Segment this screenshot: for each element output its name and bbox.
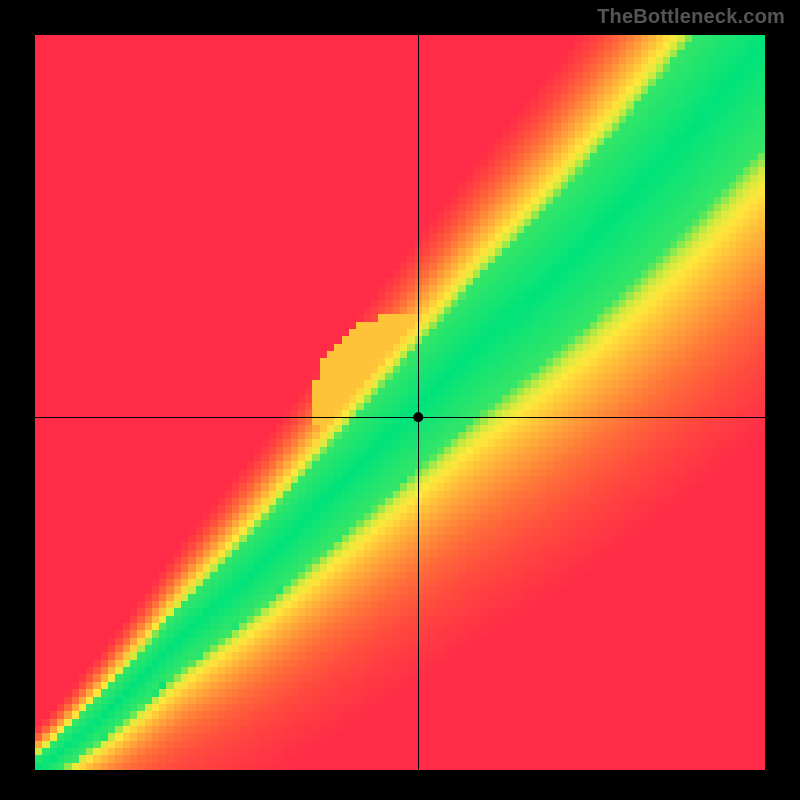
bottleneck-heatmap [0, 0, 800, 800]
chart-container: TheBottleneck.com [0, 0, 800, 800]
watermark-label: TheBottleneck.com [597, 6, 785, 29]
